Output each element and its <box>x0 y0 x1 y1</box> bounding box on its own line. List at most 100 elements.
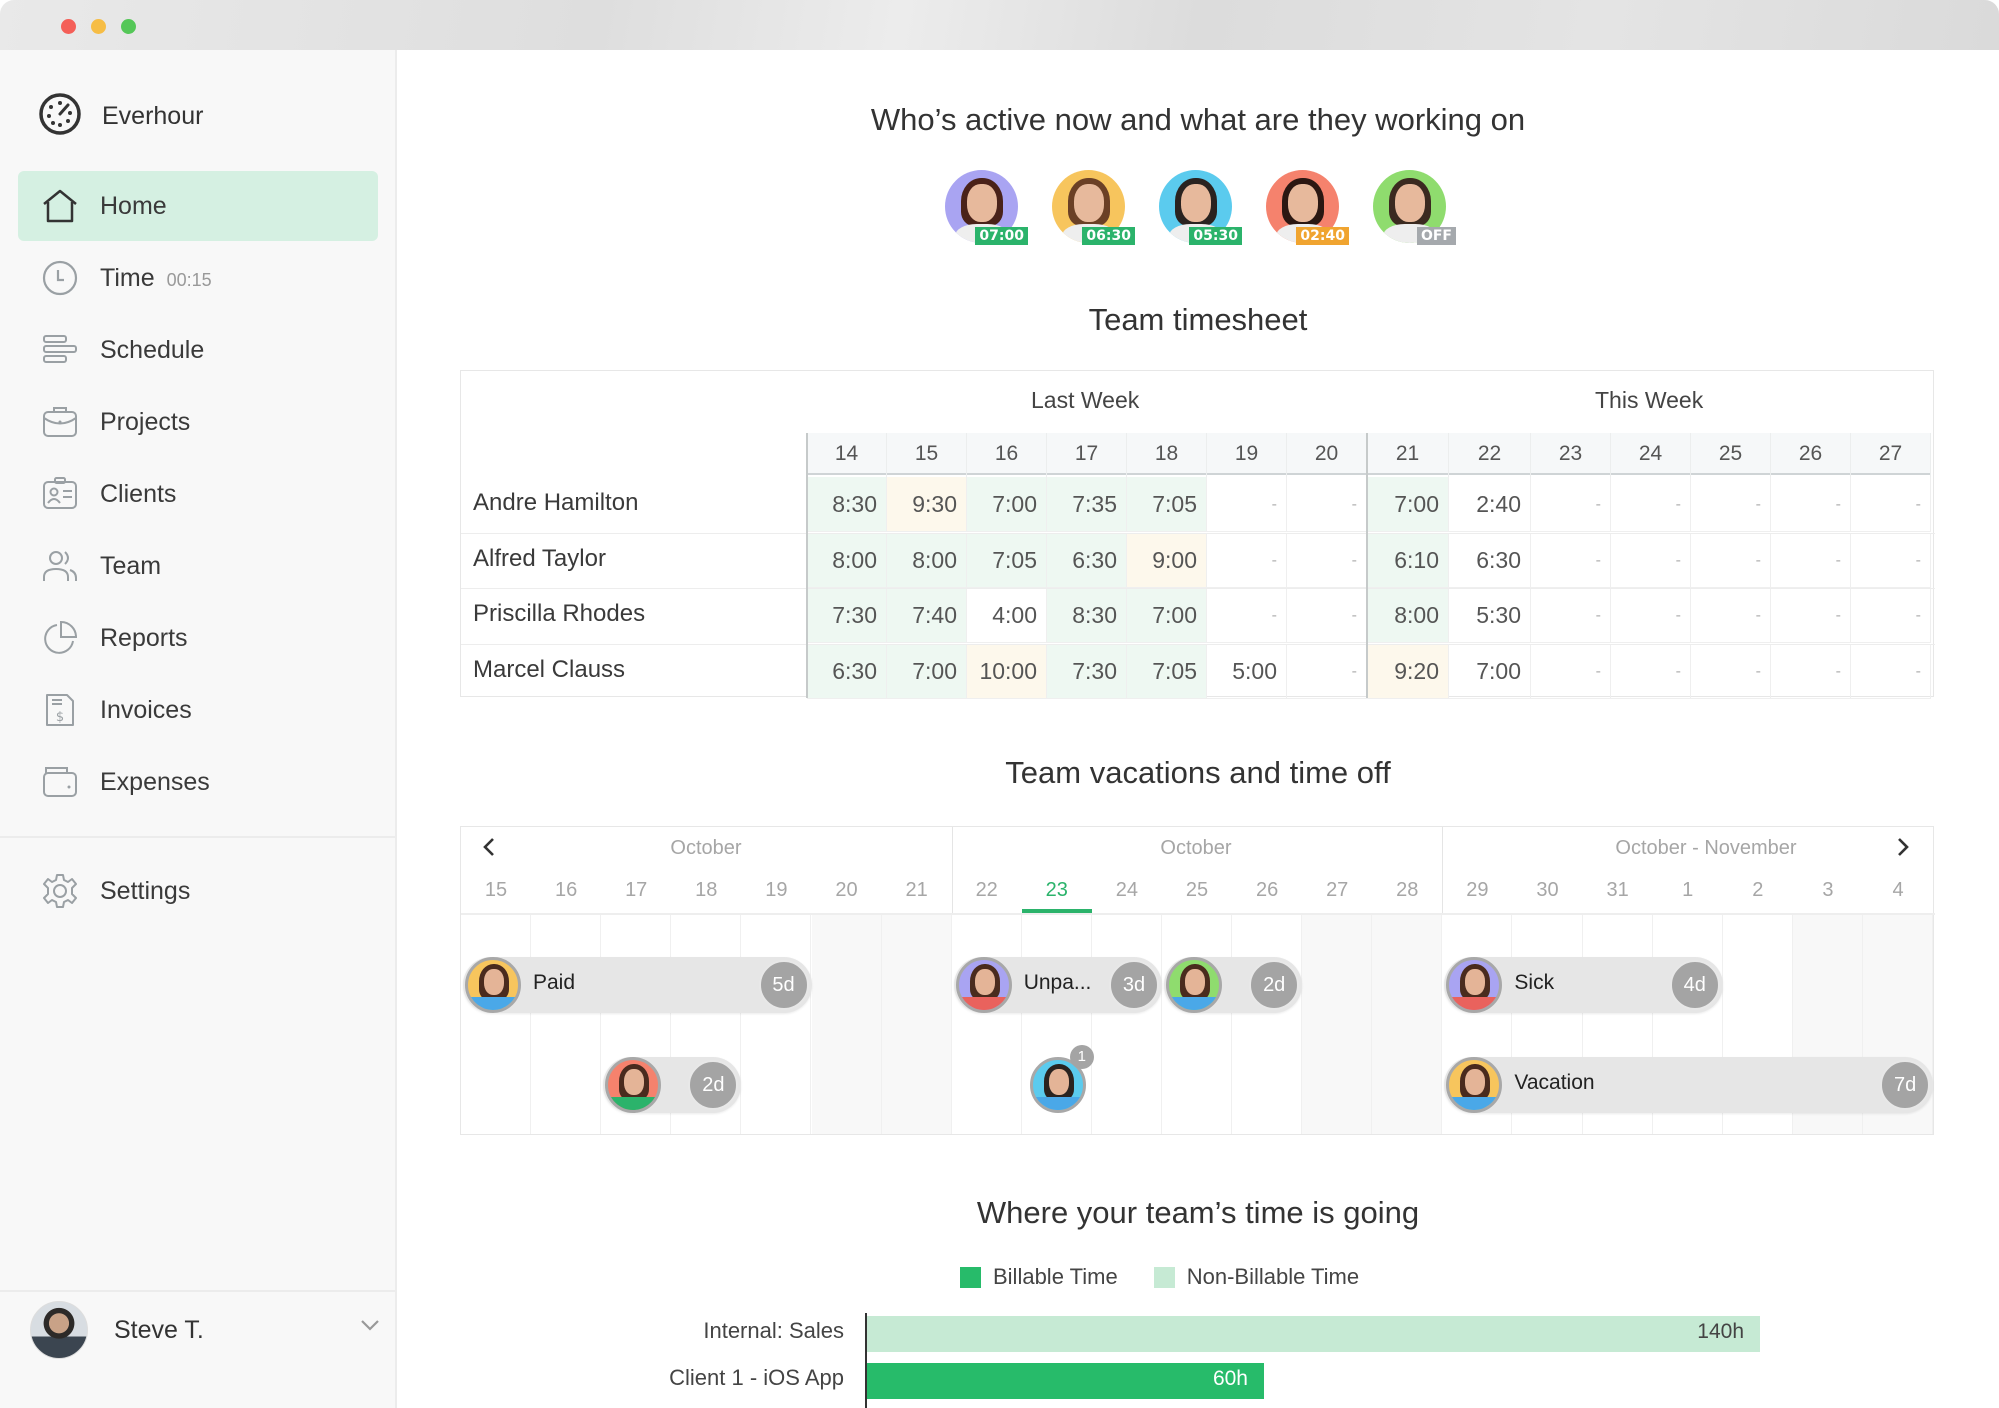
timesheet-cell[interactable]: - <box>1611 643 1691 699</box>
timesheet-cell[interactable]: - <box>1771 532 1851 588</box>
timesheet-cell[interactable]: - <box>1771 477 1851 532</box>
timesheet-cell[interactable]: 7:30 <box>1047 643 1127 699</box>
timesheet-cell[interactable]: 6:30 <box>807 643 887 699</box>
chevron-down-icon[interactable] <box>360 1318 380 1337</box>
timesheet-cell[interactable]: - <box>1287 643 1367 699</box>
sidebar-item-team[interactable]: Team <box>18 531 378 601</box>
timesheet-cell[interactable]: 7:05 <box>1127 643 1207 699</box>
timesheet-cell[interactable]: 7:30 <box>807 588 887 643</box>
timesheet-cell[interactable]: 2:40 <box>1449 477 1531 532</box>
timesheet-cell[interactable]: - <box>1531 643 1611 699</box>
active-user-avatar[interactable]: 02:40 <box>1266 170 1349 245</box>
row-divider <box>461 532 1935 534</box>
timesheet-cell[interactable]: 7:05 <box>967 532 1047 588</box>
brand[interactable]: Everhour <box>38 92 203 141</box>
timesheet-cell[interactable]: - <box>1531 477 1611 532</box>
timesheet-member-name[interactable]: Marcel Clauss <box>473 655 626 683</box>
close-window-button[interactable] <box>61 19 76 34</box>
sidebar-item-reports[interactable]: Reports <box>18 603 378 673</box>
timesheet-cell[interactable]: 7:00 <box>967 477 1047 532</box>
sidebar-item-projects[interactable]: Projects <box>18 387 378 457</box>
maximize-window-button[interactable] <box>121 19 136 34</box>
timesheet-cell[interactable]: 8:30 <box>807 477 887 532</box>
timesheet-cell[interactable]: 9:30 <box>887 477 967 532</box>
timesheet-cell[interactable]: - <box>1207 532 1287 588</box>
timesheet-cell[interactable]: - <box>1531 588 1611 643</box>
timesheet-cell[interactable]: - <box>1287 588 1367 643</box>
timesheet-cell[interactable]: 4:00 <box>967 588 1047 643</box>
sidebar-item-time[interactable]: Time 00:15 <box>18 243 378 313</box>
calendar-day-label: 1 <box>1682 879 1694 901</box>
sidebar-item-expenses[interactable]: Expenses <box>18 747 378 817</box>
time-off-bar[interactable]: Sick 4d <box>1444 957 1723 1013</box>
calendar-day-column <box>601 915 672 1134</box>
timesheet-cell[interactable]: - <box>1771 588 1851 643</box>
timesheet-cell[interactable]: 6:10 <box>1367 532 1449 588</box>
timesheet-cell[interactable]: 6:30 <box>1449 532 1531 588</box>
timesheet-cell[interactable]: - <box>1611 477 1691 532</box>
sidebar-item-clients[interactable]: Clients <box>18 459 378 529</box>
timesheet-cell[interactable]: 10:00 <box>967 643 1047 699</box>
active-user-avatar[interactable]: 07:00 <box>945 170 1028 245</box>
timesheet-cell[interactable]: 7:05 <box>1127 477 1207 532</box>
timesheet-day-header: 20 <box>1287 433 1367 477</box>
calendar-day-label: 18 <box>695 879 718 901</box>
time-off-bar[interactable]: 2d <box>603 1057 742 1113</box>
timesheet-cell[interactable]: 8:00 <box>1367 588 1449 643</box>
timesheet-cell[interactable]: - <box>1531 532 1611 588</box>
timesheet-cell[interactable]: - <box>1611 588 1691 643</box>
timesheet-day-header: 16 <box>967 433 1047 477</box>
timesheet-member-name[interactable]: Alfred Taylor <box>473 544 606 572</box>
timesheet-cell[interactable]: 7:00 <box>1449 643 1531 699</box>
timesheet-cell[interactable]: 7:40 <box>887 588 967 643</box>
timesheet-cell[interactable]: - <box>1691 588 1771 643</box>
active-user-avatar[interactable]: 05:30 <box>1159 170 1242 245</box>
timesheet-cell[interactable]: 8:00 <box>807 532 887 588</box>
timesheet-cell[interactable]: - <box>1851 643 1931 699</box>
timesheet-cell[interactable]: 6:30 <box>1047 532 1127 588</box>
timesheet-cell[interactable]: 7:00 <box>887 643 967 699</box>
timesheet-cell[interactable]: 9:20 <box>1367 643 1449 699</box>
sidebar-item-settings[interactable]: Settings <box>18 856 378 926</box>
timesheet-cell[interactable]: - <box>1691 477 1771 532</box>
schedule-icon <box>40 330 80 370</box>
minimize-window-button[interactable] <box>91 19 106 34</box>
timesheet-day-header: 26 <box>1771 433 1851 477</box>
timesheet-cell[interactable]: 7:35 <box>1047 477 1127 532</box>
timesheet-cell[interactable]: - <box>1851 477 1931 532</box>
timesheet-member-name[interactable]: Priscilla Rhodes <box>473 600 646 627</box>
time-off-bar[interactable]: 2d <box>1164 957 1303 1013</box>
next-period-button[interactable] <box>1895 835 1911 866</box>
timesheet-cell[interactable]: 5:00 <box>1207 643 1287 699</box>
timesheet-member-name[interactable]: Andre Hamilton <box>473 489 639 516</box>
chart-bar-client1-ios[interactable]: 60h <box>867 1363 1264 1399</box>
user-menu[interactable]: Steve T. <box>30 1298 380 1362</box>
sidebar-item-invoices[interactable]: $ Invoices <box>18 675 378 745</box>
time-off-bar[interactable]: Paid 5d <box>463 957 812 1013</box>
active-user-avatar[interactable]: 06:30 <box>1052 170 1135 245</box>
timesheet-cell[interactable]: - <box>1691 532 1771 588</box>
timesheet-cell[interactable]: - <box>1851 588 1931 643</box>
timesheet-cell[interactable]: 7:00 <box>1127 588 1207 643</box>
timesheet-cell[interactable]: - <box>1691 643 1771 699</box>
time-off-bar[interactable]: Unpa... 3d <box>953 957 1162 1013</box>
timesheet-cell[interactable]: - <box>1851 532 1931 588</box>
time-off-single[interactable]: 1 <box>1028 1045 1094 1113</box>
timesheet-cell[interactable]: - <box>1287 532 1367 588</box>
timesheet-cell[interactable]: - <box>1771 643 1851 699</box>
timesheet-cell[interactable]: 8:00 <box>887 532 967 588</box>
timesheet-cell[interactable]: 8:30 <box>1047 588 1127 643</box>
timesheet-cell[interactable]: 7:00 <box>1367 477 1449 532</box>
active-user-avatar[interactable]: OFF <box>1373 170 1456 245</box>
chart-bar-internal-sales[interactable]: 140h <box>867 1316 1760 1352</box>
timesheet-cell[interactable]: - <box>1207 588 1287 643</box>
timesheet-cell[interactable]: 9:00 <box>1127 532 1207 588</box>
timesheet-cell[interactable]: - <box>1611 532 1691 588</box>
timesheet-cell[interactable]: - <box>1207 477 1287 532</box>
sidebar-item-home[interactable]: Home <box>18 171 378 241</box>
timesheet-cell[interactable]: 5:30 <box>1449 588 1531 643</box>
previous-period-button[interactable] <box>481 835 497 866</box>
timesheet-cell[interactable]: - <box>1287 477 1367 532</box>
sidebar-item-schedule[interactable]: Schedule <box>18 315 378 385</box>
time-off-bar[interactable]: Vacation 7d <box>1444 1057 1934 1113</box>
